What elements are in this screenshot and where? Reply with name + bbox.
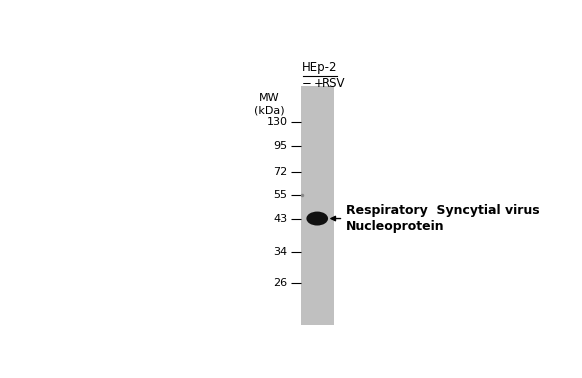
- Text: MW: MW: [258, 93, 279, 103]
- Text: HEp-2: HEp-2: [302, 61, 338, 74]
- Text: 26: 26: [274, 277, 288, 288]
- Text: 95: 95: [274, 141, 288, 151]
- Ellipse shape: [306, 212, 328, 226]
- Text: Nucleoprotein: Nucleoprotein: [346, 220, 444, 233]
- Text: (kDa): (kDa): [254, 106, 284, 116]
- Text: −: −: [301, 77, 311, 90]
- Text: 55: 55: [274, 190, 288, 200]
- Text: 130: 130: [267, 118, 288, 127]
- Text: 43: 43: [274, 214, 288, 223]
- Text: 34: 34: [274, 247, 288, 257]
- Text: RSV: RSV: [322, 77, 345, 90]
- Text: Respiratory  Syncytial virus: Respiratory Syncytial virus: [346, 204, 540, 217]
- Text: 72: 72: [273, 167, 288, 177]
- Text: +: +: [314, 77, 324, 90]
- Bar: [300, 86, 334, 325]
